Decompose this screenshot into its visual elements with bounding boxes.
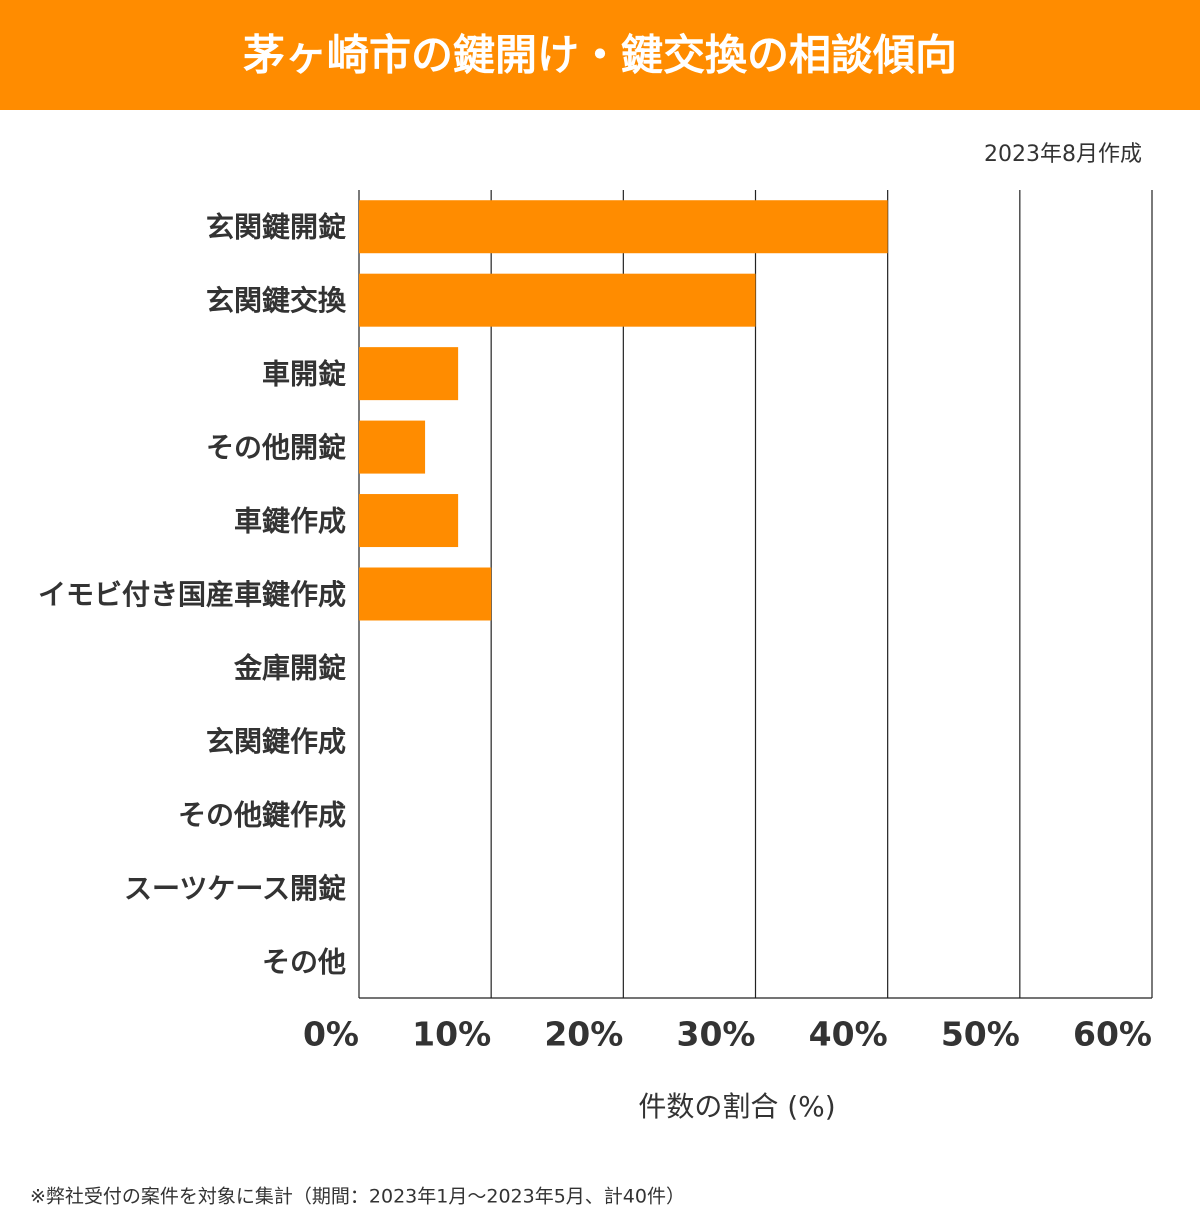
bar	[359, 273, 756, 327]
y-tick-label: その他鍵作成	[178, 798, 346, 831]
y-tick-label: その他	[262, 945, 346, 978]
x-tick-label: 60%	[1073, 1015, 1152, 1054]
x-tick-label: 50%	[941, 1015, 1020, 1054]
bar	[359, 567, 492, 621]
bar	[359, 494, 459, 548]
bar	[359, 420, 426, 474]
footnote: ※弊社受付の案件を対象に集計（期間：2023年1月～2023年5月、計40件）	[30, 1186, 685, 1208]
y-tick-label: イモビ付き国産車鍵作成	[38, 578, 346, 611]
x-tick-label: 20%	[544, 1015, 623, 1054]
x-tick-label: 30%	[677, 1015, 756, 1054]
y-tick-label: 玄関鍵開錠	[206, 211, 346, 244]
y-tick-label: 金庫開錠	[233, 651, 346, 684]
chart-title: 茅ヶ崎市の鍵開け・鍵交換の相談傾向	[243, 31, 957, 80]
x-axis-label: 件数の割合 (%)	[638, 1090, 835, 1123]
y-tick-label: 車開錠	[262, 358, 346, 391]
bar	[359, 347, 459, 401]
x-tick-label: 0%	[303, 1015, 359, 1054]
bar	[359, 200, 888, 254]
y-tick-label: 玄関鍵作成	[206, 725, 346, 758]
header-band	[0, 0, 1200, 110]
chart-subtitle: 2023年8月作成	[984, 142, 1142, 167]
y-tick-label: スーツケース開錠	[124, 872, 346, 905]
x-tick-label: 10%	[412, 1015, 491, 1054]
y-tick-label: 車鍵作成	[234, 505, 346, 538]
x-tick-label: 40%	[809, 1015, 888, 1054]
y-tick-label: 玄関鍵交換	[206, 284, 347, 317]
y-tick-label: その他開錠	[206, 431, 346, 464]
